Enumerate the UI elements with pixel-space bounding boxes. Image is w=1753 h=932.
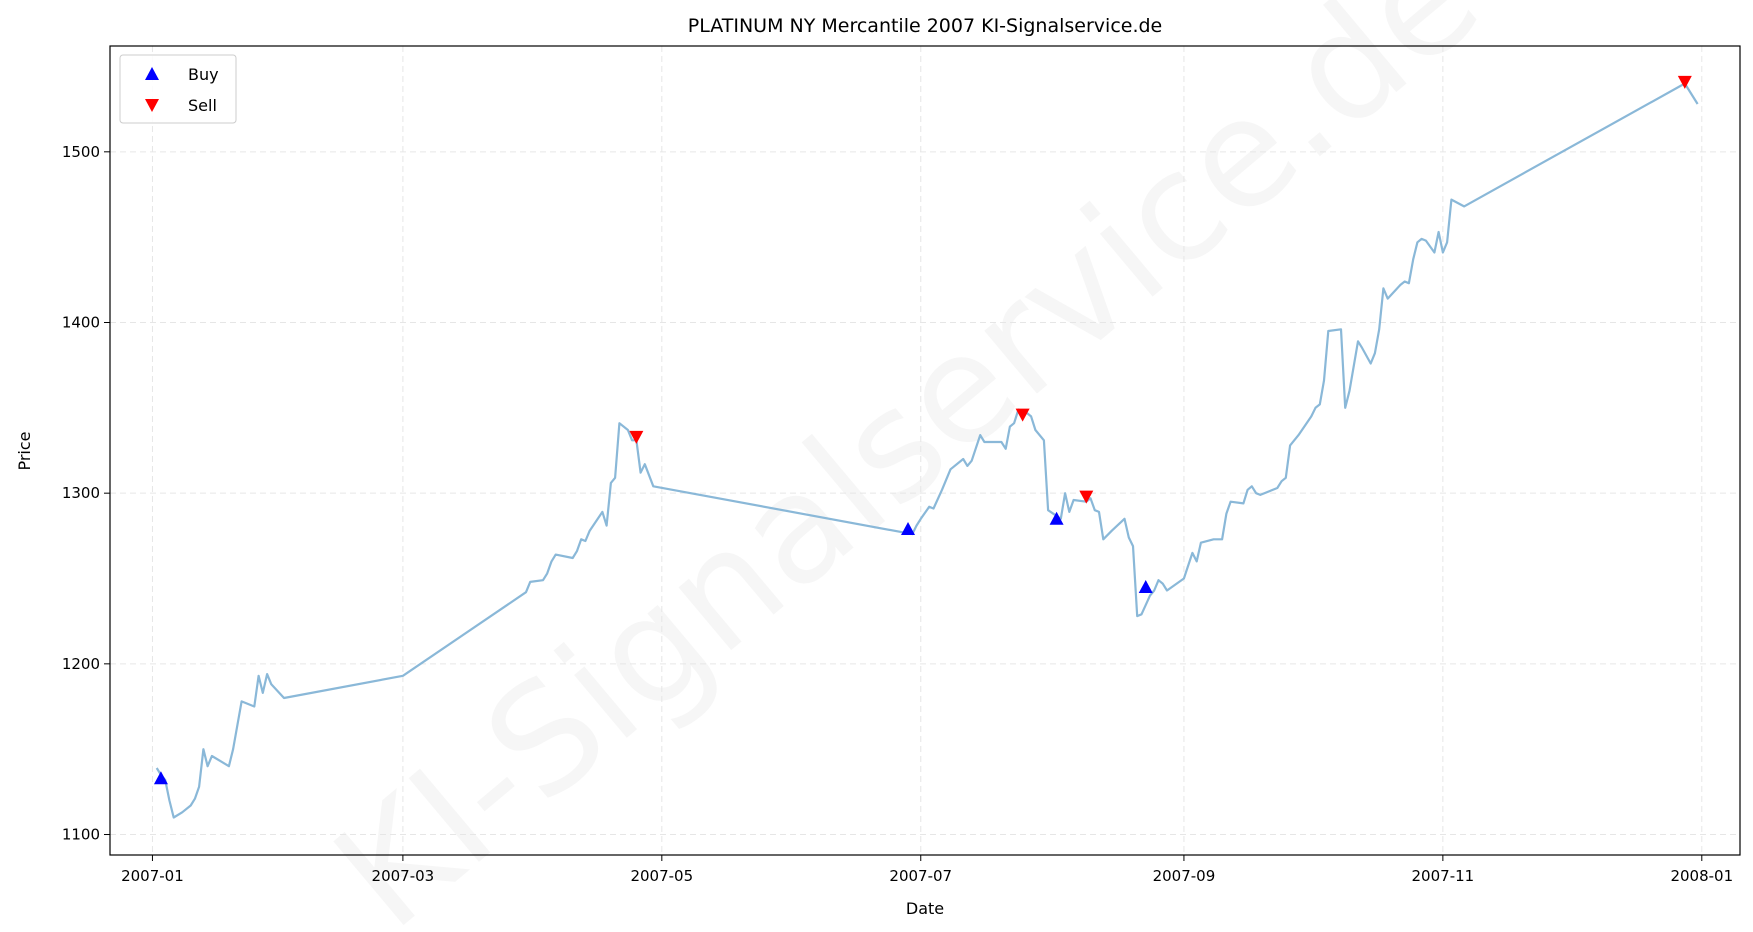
legend-sell-marker (145, 99, 159, 112)
price-series-line (155, 82, 1699, 819)
buy-signal-marker (153, 771, 168, 785)
sell-signal-marker (629, 430, 644, 444)
y-tick-label: 1300 (62, 484, 100, 502)
buy-signal-marker (901, 522, 916, 536)
x-axis-label: Date (906, 899, 944, 918)
legend-buy-marker (145, 67, 159, 80)
buy-signal-marker (1049, 511, 1064, 525)
y-tick-label: 1400 (62, 313, 100, 331)
legend-sell-label: Sell (188, 96, 217, 115)
sell-signal-marker (1015, 408, 1030, 422)
grid-lines (110, 46, 1740, 855)
x-axis-ticks: 2007-01 2007-03 2007-05 2007-07 2007-09 2007-… (121, 855, 1733, 885)
chart-title: PLATINUM NY Mercantile 2007 KI-Signalser… (688, 15, 1163, 37)
legend-buy-label: Buy (188, 65, 219, 84)
y-tick-label: 1100 (62, 826, 100, 844)
sell-signal-marker (1079, 490, 1094, 504)
buy-signal-marker (1138, 580, 1153, 594)
legend-box (119, 54, 237, 124)
y-tick-label: 1500 (62, 143, 100, 161)
x-tick-label: 2008-01 (1670, 867, 1733, 885)
series-layer (155, 82, 1699, 819)
x-tick-label: 2007-07 (889, 867, 952, 885)
sell-signal-marker (1677, 75, 1692, 89)
y-axis-ticks: 1100 1200 1300 1400 1500 (62, 143, 110, 844)
y-tick-label: 1200 (62, 655, 100, 673)
x-tick-label: 2007-03 (372, 867, 435, 885)
x-tick-label: 2007-01 (121, 867, 184, 885)
x-tick-label: 2007-09 (1153, 867, 1216, 885)
y-axis-label: Price (15, 431, 34, 470)
x-tick-label: 2007-11 (1412, 867, 1475, 885)
legend: Buy Sell (119, 54, 237, 124)
watermark-text: KI-Signalservice.de (304, 0, 1511, 932)
signal-markers (153, 75, 1692, 785)
x-tick-label: 2007-05 (630, 867, 693, 885)
plot-frame (109, 45, 1741, 856)
